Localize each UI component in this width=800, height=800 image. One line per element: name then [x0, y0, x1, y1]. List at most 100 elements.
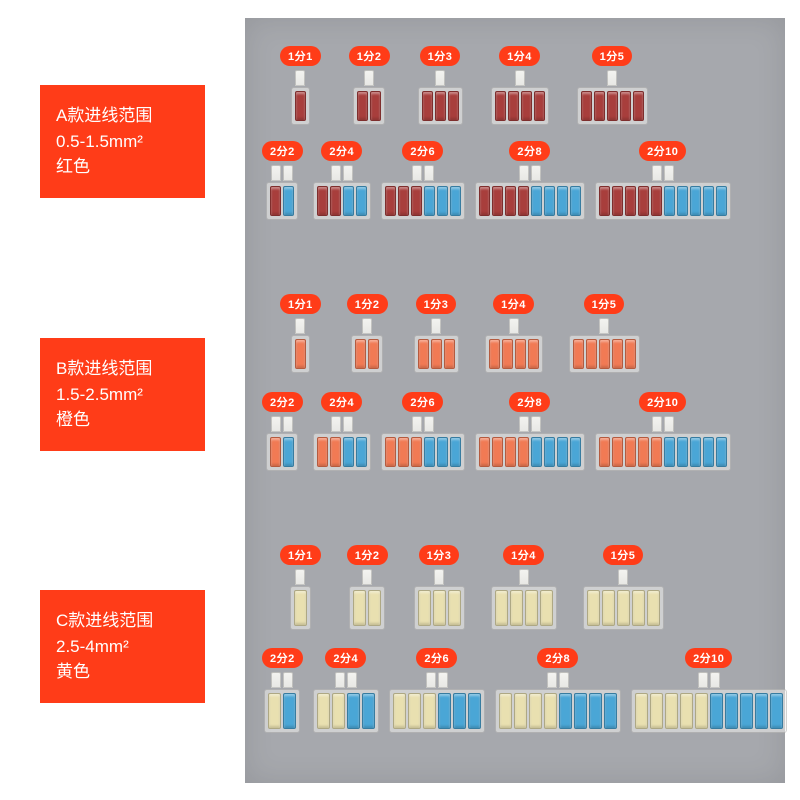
section-label-line: A款进线范围 — [56, 103, 189, 129]
connector-inputs — [519, 416, 541, 432]
connector-item: 2分10 — [595, 141, 731, 220]
lever — [508, 91, 519, 121]
size-pill: 1分5 — [584, 294, 625, 314]
lever — [357, 91, 368, 121]
connector-inputs — [362, 318, 372, 334]
size-pill: 2分2 — [262, 141, 303, 161]
connector-graphic — [485, 318, 543, 373]
input-pin — [424, 416, 434, 432]
connector-item: 1分3 — [414, 545, 465, 630]
lever — [330, 437, 341, 467]
lever — [589, 693, 602, 729]
lever — [398, 186, 409, 216]
connector-body — [353, 87, 385, 125]
input-pin — [664, 165, 674, 181]
size-pill: 2分8 — [537, 648, 578, 668]
input-pin — [531, 165, 541, 181]
connector-body — [266, 433, 298, 471]
connector-item: 1分2 — [349, 46, 390, 125]
lever — [677, 437, 688, 467]
lever — [317, 186, 328, 216]
lever — [437, 437, 448, 467]
size-pill: 1分3 — [419, 545, 460, 565]
input-pin — [283, 672, 293, 688]
connector-graphic — [475, 416, 585, 471]
connector-inputs — [618, 569, 628, 585]
input-pin — [519, 416, 529, 432]
connector-item: 2分8 — [475, 392, 585, 471]
connector-body — [313, 433, 371, 471]
connector-item: 1分4 — [485, 294, 543, 373]
connector-inputs — [271, 672, 293, 688]
connector-graphic — [475, 165, 585, 220]
lever — [518, 437, 529, 467]
lever — [525, 590, 538, 626]
lever — [544, 437, 555, 467]
lever — [716, 186, 727, 216]
connector-row: 1分11分21分31分41分5 — [280, 46, 648, 125]
size-pill: 1分4 — [503, 545, 544, 565]
connector-item: 1分3 — [418, 46, 463, 125]
size-pill: 1分5 — [592, 46, 633, 66]
lever — [433, 590, 446, 626]
lever — [347, 693, 360, 729]
lever — [489, 339, 500, 369]
connector-item: 1分3 — [414, 294, 459, 373]
input-pin — [271, 165, 281, 181]
lever — [515, 339, 526, 369]
lever — [438, 693, 451, 729]
section-label-line: 红色 — [56, 154, 189, 180]
input-pin — [295, 70, 305, 86]
size-pill: 1分2 — [347, 294, 388, 314]
connector-item: 2分4 — [313, 392, 371, 471]
lever — [362, 693, 375, 729]
lever — [422, 91, 433, 121]
lever — [625, 339, 636, 369]
connector-row: 1分11分21分31分41分5 — [280, 545, 664, 630]
connector-body — [475, 433, 585, 471]
input-pin — [652, 165, 662, 181]
connector-graphic — [313, 416, 371, 471]
lever — [612, 339, 623, 369]
connector-inputs — [271, 165, 293, 181]
connector-inputs — [426, 672, 448, 688]
connector-body — [491, 586, 557, 630]
lever — [638, 437, 649, 467]
lever — [559, 693, 572, 729]
section-label-line: 黄色 — [56, 659, 189, 685]
lever — [317, 437, 328, 467]
connector-item: 1分5 — [583, 545, 664, 630]
input-pin — [412, 416, 422, 432]
lever — [531, 186, 542, 216]
connector-graphic — [381, 416, 465, 471]
connector-item: 2分10 — [631, 648, 787, 733]
connector-inputs — [335, 672, 357, 688]
lever — [557, 437, 568, 467]
lever — [353, 590, 366, 626]
lever — [424, 437, 435, 467]
connector-graphic — [495, 672, 621, 733]
input-pin — [362, 318, 372, 334]
connector-body — [264, 689, 300, 733]
section-label-line: B款进线范围 — [56, 356, 189, 382]
lever — [356, 437, 367, 467]
input-pin — [331, 165, 341, 181]
connector-inputs — [271, 416, 293, 432]
input-pin — [426, 672, 436, 688]
lever — [599, 186, 610, 216]
connector-graphic — [569, 318, 640, 373]
connector-inputs — [519, 165, 541, 181]
input-pin — [509, 318, 519, 334]
connector-body — [583, 586, 664, 630]
lever — [740, 693, 753, 729]
size-pill: 2分6 — [402, 141, 443, 161]
size-pill: 1分5 — [603, 545, 644, 565]
lever — [581, 91, 592, 121]
lever — [437, 186, 448, 216]
connector-body — [290, 586, 311, 630]
connector-item: 1分5 — [577, 46, 648, 125]
connector-graphic — [381, 165, 465, 220]
lever — [599, 437, 610, 467]
input-pin — [519, 165, 529, 181]
lever — [544, 693, 557, 729]
